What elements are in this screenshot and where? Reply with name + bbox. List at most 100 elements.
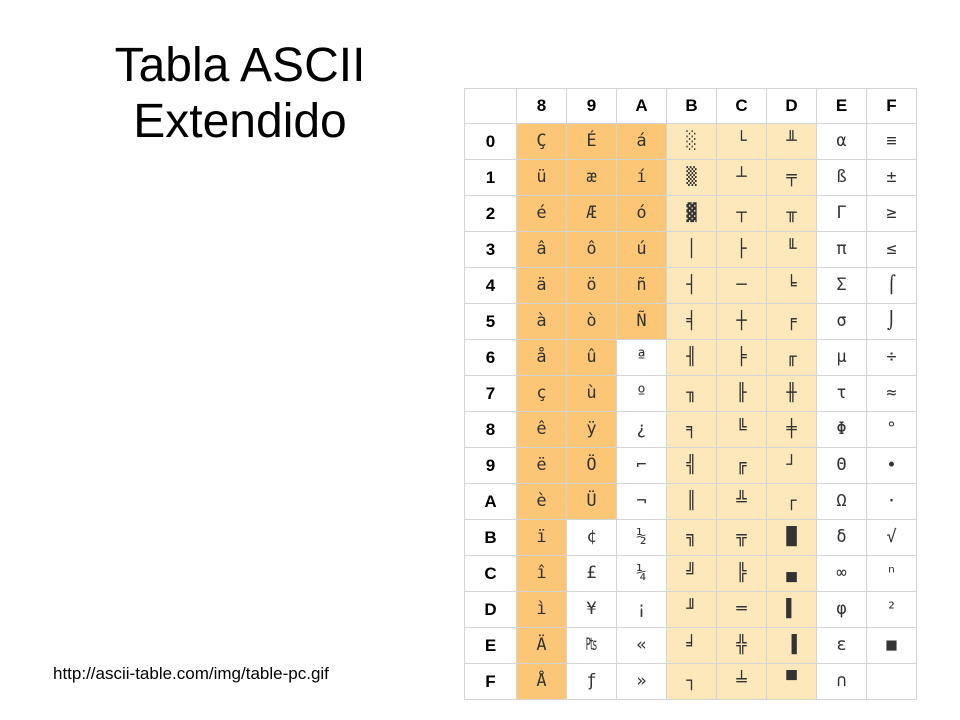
column-header: B [666, 88, 717, 124]
table-cell: Φ [816, 411, 867, 448]
table-cell: ù [566, 375, 617, 412]
table-cell: · [866, 483, 917, 520]
row-header: A [464, 483, 517, 520]
table-cell: ß [816, 159, 867, 196]
table-cell: ╥ [766, 195, 817, 232]
table-cell: ╫ [766, 375, 817, 412]
row-header: 8 [464, 411, 517, 448]
table-cell: ┐ [666, 663, 717, 700]
table-cell: ± [866, 159, 917, 196]
slide-title-line-2: Extendido [133, 95, 347, 148]
table-cell: ▓ [666, 195, 717, 232]
table-cell: ü [516, 159, 567, 196]
table-cell: å [516, 339, 567, 376]
table-cell: Å [516, 663, 567, 700]
row-header: 0 [464, 123, 517, 160]
column-header: F [866, 88, 917, 124]
row-header: 1 [464, 159, 517, 196]
table-cell: ì [516, 591, 567, 628]
table-cell: ─ [716, 267, 767, 304]
table-cell: ╔ [716, 447, 767, 484]
table-cell: ⁿ [866, 555, 917, 592]
table-cell: ₧ [566, 627, 617, 664]
table-cell: ▀ [766, 663, 817, 700]
table-cell: ú [616, 231, 667, 268]
table-cell [866, 663, 917, 700]
table-cell: ≡ [866, 123, 917, 160]
table-cell: ª [616, 339, 667, 376]
table-cell: δ [816, 519, 867, 556]
table-cell: ╓ [766, 339, 817, 376]
table-cell: â [516, 231, 567, 268]
table-cell: ╖ [666, 375, 717, 412]
table-cell: ¢ [566, 519, 617, 556]
row-header: 9 [464, 447, 517, 484]
table-cell: º [616, 375, 667, 412]
table-cell: ä [516, 267, 567, 304]
table-cell: ≥ [866, 195, 917, 232]
table-cell: α [816, 123, 867, 160]
table-cell: ╠ [716, 555, 767, 592]
row-header: 7 [464, 375, 517, 412]
table-cell: à [516, 303, 567, 340]
row-header: E [464, 627, 517, 664]
table-cell: ⌐ [616, 447, 667, 484]
table-cell: ╘ [766, 267, 817, 304]
table-cell: ò [566, 303, 617, 340]
table-cell: Θ [816, 447, 867, 484]
table-cell: î [516, 555, 567, 592]
table-cell: ╩ [716, 483, 767, 520]
table-cell: ó [616, 195, 667, 232]
table-cell: ├ [716, 231, 767, 268]
table-cell: ▌ [766, 591, 817, 628]
table-cell: ═ [716, 591, 767, 628]
table-cell: ╛ [666, 627, 717, 664]
table-cell: ∩ [816, 663, 867, 700]
table-cell: ⌠ [866, 267, 917, 304]
table-row: 5 à ò Ñ ╡ ┼ ╒ σ ⌡ [464, 303, 917, 340]
table-cell: ç [516, 375, 567, 412]
table-cell: µ [816, 339, 867, 376]
table-cell: í [616, 159, 667, 196]
table-cell: Ä [516, 627, 567, 664]
source-url-text: http://ascii-table.com/img/table-pc.gif [53, 664, 329, 683]
table-cell: Ü [566, 483, 617, 520]
table-cell: σ [816, 303, 867, 340]
table-cell: Σ [816, 267, 867, 304]
table-cell: ╕ [666, 411, 717, 448]
table-cell: ╝ [666, 555, 717, 592]
table-cell: « [616, 627, 667, 664]
table-cell: ╬ [716, 627, 767, 664]
table-cell: » [616, 663, 667, 700]
table-cell: ╤ [766, 159, 817, 196]
table-row: 4 ä ö ñ ┤ ─ ╘ Σ ⌠ [464, 267, 917, 304]
row-header: C [464, 555, 517, 592]
table-cell: ê [516, 411, 567, 448]
table-cell: ╧ [716, 663, 767, 700]
table-cell: ■ [866, 627, 917, 664]
table-cell: ∞ [816, 555, 867, 592]
table-cell: ┼ [716, 303, 767, 340]
column-header: C [716, 88, 767, 124]
column-header: 8 [516, 88, 567, 124]
table-cell: τ [816, 375, 867, 412]
table-cell: ╗ [666, 519, 717, 556]
table-cell: ╞ [716, 339, 767, 376]
row-header: B [464, 519, 517, 556]
table-row: 1 ü æ í ▒ ┴ ╤ ß ± [464, 159, 917, 196]
table-cell: π [816, 231, 867, 268]
column-header: E [816, 88, 867, 124]
table-cell: û [566, 339, 617, 376]
table-cell: ┤ [666, 267, 717, 304]
row-header: D [464, 591, 517, 628]
table-row: E Ä ₧ «╛ ╬ ▐ ε ■ [464, 627, 917, 664]
column-header: A [616, 88, 667, 124]
table-cell: ╦ [716, 519, 767, 556]
table-cell: ô [566, 231, 617, 268]
row-header: 2 [464, 195, 517, 232]
table-cell: ε [816, 627, 867, 664]
